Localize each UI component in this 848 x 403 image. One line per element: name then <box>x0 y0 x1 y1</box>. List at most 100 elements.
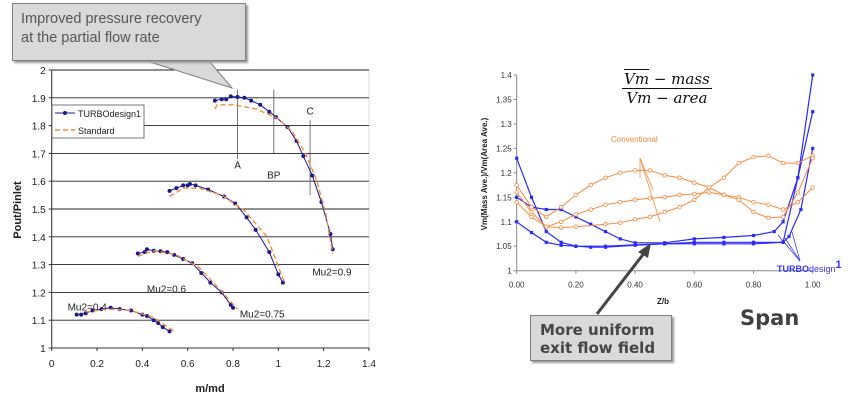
turbodesign-point <box>280 280 285 285</box>
turbodesign-point <box>160 325 165 330</box>
conventional-point <box>544 224 549 229</box>
y-tick-label: 1 <box>40 344 46 355</box>
turbodesign-point <box>310 173 315 178</box>
turbodesign-pointer <box>784 237 801 262</box>
turbodesign-point <box>144 314 149 319</box>
turbodesign-point <box>249 98 254 103</box>
conventional-point <box>573 212 579 217</box>
conventional-point <box>736 160 741 166</box>
turbodesign-point <box>144 247 149 252</box>
conventional-point <box>780 160 786 166</box>
legend-label-standard: Standard <box>78 126 115 136</box>
turbodesign-point <box>244 215 249 220</box>
turbodesign-point <box>135 251 140 256</box>
turbodesign-point <box>692 237 696 241</box>
conventional-point <box>810 155 815 161</box>
turbodesign-point <box>515 156 519 160</box>
conventional-point <box>766 215 771 221</box>
pressure-recovery-callout: Improved pressure recovery at the partia… <box>12 3 246 61</box>
y-tick-label: 1.1 <box>501 218 513 227</box>
x-tick-label: 0 <box>49 359 55 370</box>
turbodesign-point <box>722 240 726 244</box>
span-label: Span <box>740 306 800 330</box>
area-text: − area <box>651 89 708 107</box>
callout-arrow-head <box>638 243 651 258</box>
marker-label-bp: BP <box>267 170 281 181</box>
mass-text: − mass <box>649 70 710 88</box>
turbodesign-point <box>228 302 233 307</box>
conventional-pointer <box>639 157 661 223</box>
turbodesign-series-line <box>137 248 234 309</box>
turbodesign-point <box>796 176 800 180</box>
y-axis-label: Pout/Pinlet <box>12 181 24 239</box>
conventional-point <box>529 204 534 210</box>
conventional-point <box>603 222 608 227</box>
conventional-point <box>662 209 667 215</box>
turbodesign-point <box>181 257 186 262</box>
turbodesign-pointer <box>791 231 801 262</box>
turbodesign-logo-label: TURBOdesign1 <box>777 259 842 274</box>
turbodesign-point <box>90 308 95 313</box>
conventional-point <box>706 185 712 190</box>
conventional-point <box>662 195 667 200</box>
turbodesign-point <box>722 235 726 240</box>
conventional-point <box>632 197 638 202</box>
turbodesign-point <box>228 94 233 99</box>
turbodesign-point <box>781 220 785 224</box>
turbodesign-point <box>231 305 236 310</box>
conventional-point <box>751 154 756 160</box>
turbodesign-point <box>663 242 667 246</box>
y-tick-label: 1 <box>507 267 512 276</box>
conventional-point <box>795 200 801 205</box>
x-tick-label: 0.2 <box>90 359 104 370</box>
vm-bar: Vm <box>626 89 652 107</box>
conventional-point <box>603 202 608 207</box>
conventional-point <box>736 197 741 202</box>
callout-pointer <box>149 61 234 90</box>
standard-series-line <box>214 104 334 254</box>
conventional-point <box>603 175 608 180</box>
conventional-point <box>795 190 801 195</box>
y-tick-label: 1.9 <box>32 94 46 105</box>
formula-numerator: Vm − mass <box>622 70 712 89</box>
conventional-point <box>692 191 697 197</box>
turbodesign-point <box>515 195 519 199</box>
x-tick-label: 0.00 <box>509 281 525 290</box>
turbodesign-point <box>799 207 803 212</box>
callout-line: exit flow field <box>540 339 656 357</box>
x-tick-label: 1 <box>276 359 282 370</box>
x-tick-label: 1.00 <box>805 281 821 290</box>
turbodesign-point <box>253 227 258 232</box>
legend-box <box>51 104 145 139</box>
turbodesign-point <box>574 215 578 219</box>
conventional-point <box>514 200 519 205</box>
speed-label: Mu2=0.6 <box>147 284 187 295</box>
speed-label: Mu2=0.4 <box>68 302 108 313</box>
turbodesign-point <box>167 188 172 193</box>
conventional-point <box>721 192 727 198</box>
conventional-point <box>751 209 756 215</box>
standard-series-line <box>137 249 239 310</box>
turbodesign-point <box>301 154 306 159</box>
turbodesign-point <box>574 244 578 248</box>
turbodesign-point <box>187 181 192 186</box>
turbodesign-point <box>811 73 815 77</box>
conventional-label: Conventional <box>611 135 658 144</box>
y-tick-label: 1.35 <box>496 95 512 104</box>
conventional-point <box>721 175 727 180</box>
y-tick-label: 1.15 <box>496 193 512 202</box>
conventional-point <box>677 175 682 180</box>
x-tick-label: 0.8 <box>226 359 240 370</box>
turbodesign-point <box>751 233 756 238</box>
turbodesign-point <box>74 312 79 317</box>
conventional-point <box>677 204 682 210</box>
x-axis-label: m/md <box>195 383 224 395</box>
conventional-point <box>692 180 697 185</box>
turbodesign-point <box>174 186 179 191</box>
conventional-point <box>677 192 682 198</box>
conventional-point <box>529 209 534 215</box>
x-tick-label: 0.40 <box>627 281 643 290</box>
turbodesign-point <box>258 102 263 107</box>
conventional-point <box>632 217 638 222</box>
